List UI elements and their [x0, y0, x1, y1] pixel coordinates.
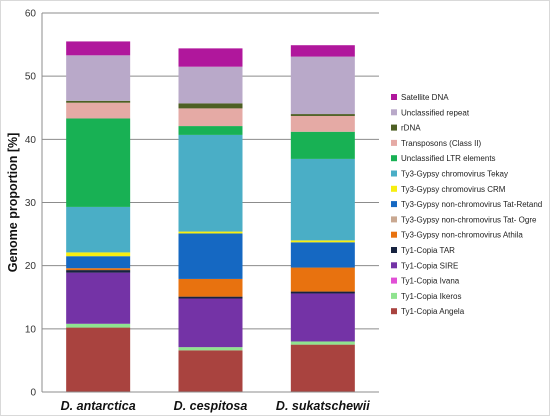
bar-segment	[66, 256, 131, 269]
x-tick-label: D. sukatschewii	[276, 399, 370, 413]
bar-segment	[178, 103, 243, 109]
bar-segment	[66, 323, 131, 328]
legend-swatch	[391, 185, 397, 192]
legend-label: Ty3-Gypsy non-chromovirus Tat- Ogre	[401, 215, 537, 224]
bar-segment	[66, 270, 131, 273]
bar-segment	[178, 108, 243, 127]
legend-label: Unclassified repeat	[401, 108, 470, 117]
y-tick-label: 60	[25, 9, 37, 20]
bar-segment	[178, 134, 243, 232]
bar-segment	[290, 45, 355, 57]
bars	[66, 41, 355, 392]
bar-segment	[66, 55, 131, 101]
legend-label: Ty1-Copia SIRE	[401, 261, 458, 270]
legend-label: Ty1-Copia Ikeros	[401, 292, 461, 301]
bar-segment	[178, 347, 243, 351]
bar-segment	[290, 158, 355, 241]
y-tick-label: 40	[25, 135, 37, 146]
legend-swatch	[391, 262, 397, 269]
bar-segment	[66, 118, 131, 207]
bar-segment	[178, 126, 243, 135]
bar-segment	[290, 240, 355, 243]
bar-segment	[290, 341, 355, 345]
legend-label: Ty3-Gypsy chromovirus CRM	[401, 185, 506, 194]
legend-label: rDNA	[401, 124, 421, 133]
legend: Satellite DNA Unclassified repeat rDNA Tran…	[391, 93, 542, 316]
bar-segment	[290, 56, 355, 115]
bar-segment	[290, 115, 355, 132]
bar-segment	[66, 327, 131, 392]
bar-segment	[178, 298, 243, 348]
legend-label: Ty3-Gypsy non-chromovirus Athila	[401, 231, 523, 240]
bar-segment	[66, 102, 131, 119]
legend-label: Transposons (Class II)	[401, 139, 482, 148]
bar-segment	[66, 252, 131, 257]
legend-swatch	[391, 139, 397, 146]
legend-label: Ty1-Copia TAR	[401, 246, 455, 255]
bar-segment	[66, 268, 131, 271]
legend-swatch	[391, 170, 397, 177]
legend-swatch	[391, 155, 397, 162]
legend-swatch	[391, 94, 397, 100]
legend-swatch	[391, 124, 397, 131]
legend-swatch	[391, 277, 397, 284]
legend-swatch	[391, 231, 397, 238]
bar-segment	[178, 66, 243, 104]
bar-segment	[290, 131, 355, 159]
legend-label: Satellite DNA	[401, 93, 449, 102]
bar-segment	[66, 206, 131, 253]
legend-swatch	[391, 216, 397, 223]
legend-label: Ty3-Gypsy non-chromovirus Tat-Retand	[401, 200, 542, 209]
bar-segment	[66, 272, 131, 324]
axes: 0 10 20 30 40 50 60 D. antarctica D. cespitosa D.…	[25, 9, 379, 413]
bar-segment	[290, 344, 355, 392]
y-axis-label: Genome proportion [%]	[6, 133, 20, 273]
bar-segment	[178, 296, 243, 299]
bar-segment	[290, 114, 355, 116]
y-tick-label: 30	[25, 198, 37, 209]
x-tick-label: D. cespitosa	[174, 399, 248, 413]
legend-label: Ty3-Gypsy chromovirus Tekay	[401, 170, 508, 179]
legend-swatch	[391, 201, 397, 208]
x-tick-label: D. antarctica	[61, 399, 136, 413]
bar-segment	[178, 233, 243, 279]
bar-segment	[178, 231, 243, 234]
bar-segment	[66, 100, 131, 103]
legend-label: Ty1-Copia Angela	[401, 307, 465, 316]
legend-swatch	[391, 292, 397, 299]
y-tick-label: 20	[25, 261, 37, 272]
bar-segment	[290, 267, 355, 292]
legend-label: Ty1-Copia Ivana	[401, 277, 460, 286]
bar-segment	[178, 278, 243, 297]
bar-segment	[66, 41, 131, 56]
y-tick-label: 10	[25, 324, 37, 335]
y-tick-label: 50	[25, 72, 37, 83]
legend-swatch	[391, 308, 397, 315]
y-tick-label: 0	[30, 388, 36, 399]
bar-segment	[290, 293, 355, 342]
bar-segment	[290, 291, 355, 294]
legend-swatch	[391, 109, 397, 116]
bar-segment	[290, 242, 355, 268]
bar-segment	[178, 48, 243, 67]
bar-segment	[178, 350, 243, 392]
legend-swatch	[391, 247, 397, 253]
legend-label: Unclassified LTR elements	[401, 154, 496, 163]
